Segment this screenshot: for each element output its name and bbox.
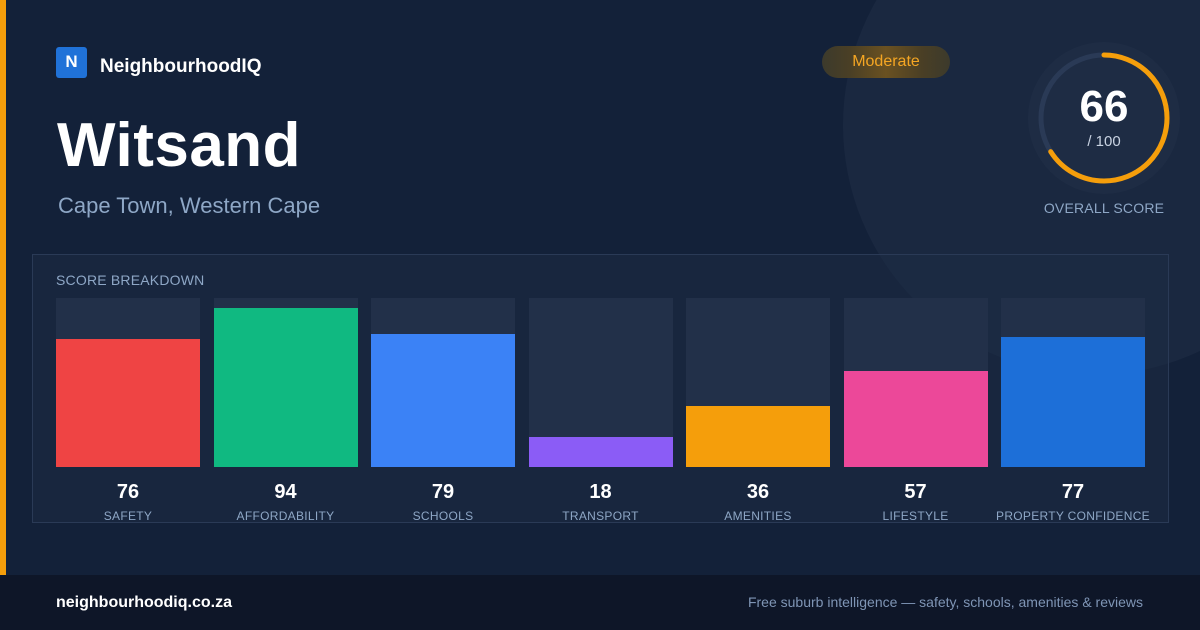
- score-bar-affordability: 94 AFFORDABILITY: [214, 298, 358, 520]
- bar-track: [1001, 298, 1145, 467]
- bar-label: SAFETY: [46, 509, 210, 523]
- score-breakdown-panel: SCORE BREAKDOWN 76 SAFETY 94 AFFORDABILITY 7…: [32, 254, 1169, 523]
- bar-track: [844, 298, 988, 467]
- score-bar-schools: 79 SCHOOLS: [371, 298, 515, 520]
- brand[interactable]: N NeighbourhoodIQ: [56, 46, 261, 78]
- bar-label: AFFORDABILITY: [204, 509, 368, 523]
- accent-strip: [0, 0, 6, 575]
- overall-score-ring: 66 / 100: [1028, 42, 1180, 194]
- bar-track: [371, 298, 515, 467]
- bar-fill: [371, 334, 515, 468]
- bar-value: 18: [529, 481, 673, 504]
- bar-fill: [214, 308, 358, 467]
- bar-value: 94: [214, 481, 358, 504]
- bar-track: [529, 298, 673, 467]
- bar-fill: [56, 339, 200, 467]
- bar-track: [56, 298, 200, 467]
- brand-logo-icon: N: [56, 47, 87, 78]
- bar-label: AMENITIES: [676, 509, 840, 523]
- rating-badge: Moderate: [822, 46, 950, 78]
- bar-value: 57: [844, 481, 988, 504]
- suburb-title: Witsand: [57, 110, 301, 181]
- overall-score-value: 66: [1028, 82, 1180, 132]
- bar-value: 77: [1001, 481, 1145, 504]
- bar-track: [686, 298, 830, 467]
- score-bar-property-confidence: 77 PROPERTY CONFIDENCE: [1001, 298, 1145, 520]
- suburb-location: Cape Town, Western Cape: [58, 193, 320, 219]
- bar-fill: [844, 371, 988, 467]
- bar-label: PROPERTY CONFIDENCE: [991, 509, 1155, 523]
- share-card: N NeighbourhoodIQ Witsand Cape Town, Wes…: [0, 0, 1200, 575]
- footer: neighbourhoodiq.co.za Free suburb intell…: [0, 575, 1200, 630]
- score-bar-amenities: 36 AMENITIES: [686, 298, 830, 520]
- bar-value: 36: [686, 481, 830, 504]
- overall-score-max: / 100: [1028, 133, 1180, 150]
- bar-fill: [686, 406, 830, 467]
- breakdown-title: SCORE BREAKDOWN: [56, 272, 204, 288]
- bar-fill: [529, 437, 673, 467]
- bar-value: 76: [56, 481, 200, 504]
- bar-fill: [1001, 337, 1145, 467]
- overall-score-label: OVERALL SCORE: [1028, 200, 1180, 216]
- bar-label: SCHOOLS: [361, 509, 525, 523]
- score-bar-lifestyle: 57 LIFESTYLE: [844, 298, 988, 520]
- score-bar-safety: 76 SAFETY: [56, 298, 200, 520]
- footer-url-link[interactable]: neighbourhoodiq.co.za: [56, 594, 232, 612]
- bar-value: 79: [371, 481, 515, 504]
- score-bar-transport: 18 TRANSPORT: [529, 298, 673, 520]
- footer-tagline: Free suburb intelligence — safety, schoo…: [748, 594, 1143, 610]
- bar-label: TRANSPORT: [519, 509, 683, 523]
- bar-track: [214, 298, 358, 467]
- bar-label: LIFESTYLE: [834, 509, 998, 523]
- brand-name: NeighbourhoodIQ: [100, 56, 261, 78]
